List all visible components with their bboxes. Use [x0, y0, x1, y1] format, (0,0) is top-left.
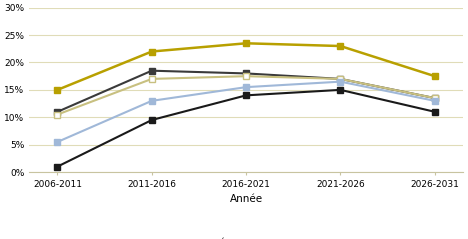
X-axis label: Année: Année — [229, 194, 263, 204]
Legend: Alb., N.-B., N.-É., Man., Sask.: Alb., N.-B., N.-É., Man., Sask. — [98, 236, 324, 239]
